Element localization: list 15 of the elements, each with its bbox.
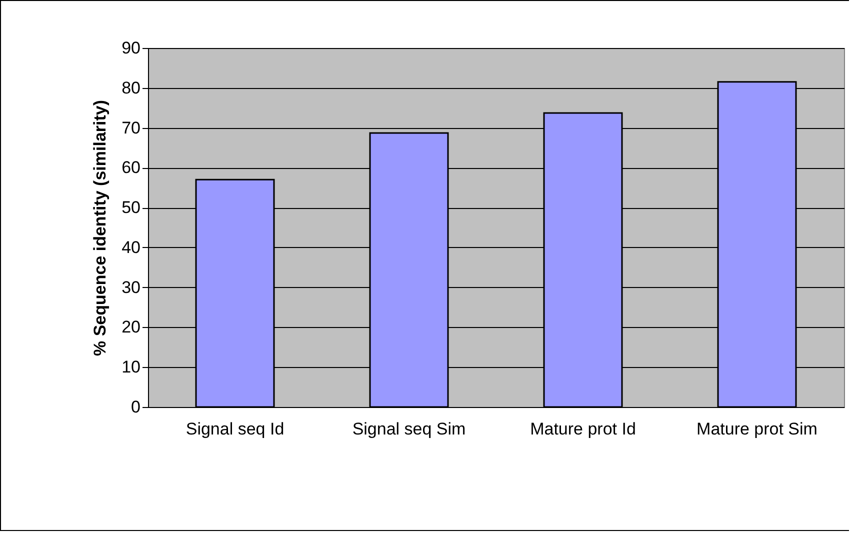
- y-tick-label: 70: [122, 118, 140, 138]
- x-tick-label: Mature prot Sim: [696, 420, 818, 438]
- y-tick-label: 50: [122, 198, 140, 218]
- y-tick-label: 30: [122, 278, 140, 297]
- x-tick-label: Signal seq Id: [186, 420, 284, 438]
- y-axis-title: % Sequence identity (similarity): [90, 100, 110, 356]
- y-tick-label: 0: [131, 398, 140, 416]
- y-tick-label: 10: [122, 358, 140, 377]
- y-tick-label: 60: [122, 158, 140, 178]
- y-tick-label: 80: [122, 78, 140, 98]
- y-tick-label: 20: [122, 318, 140, 337]
- y-tick-label: 40: [122, 238, 140, 257]
- x-tick-label: Signal seq Sim: [352, 420, 466, 438]
- y-tick-label: 90: [122, 38, 140, 58]
- x-tick-label: Mature prot Id: [530, 420, 636, 438]
